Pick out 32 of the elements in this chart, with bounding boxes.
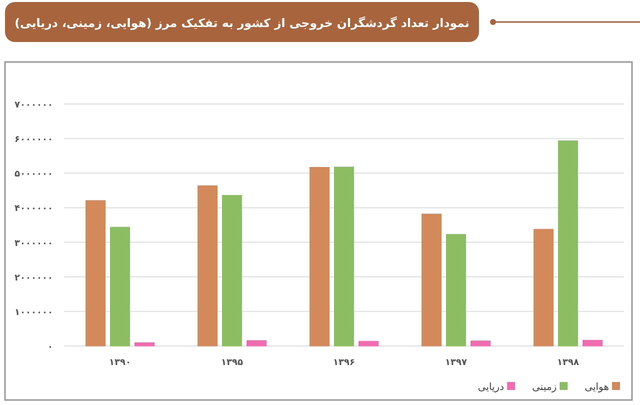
- bar: [310, 167, 330, 346]
- bar: [334, 166, 354, 346]
- bar: [222, 195, 242, 346]
- x-tick-label: ۱۳۹۵: [221, 358, 244, 368]
- bar: [134, 342, 154, 346]
- y-tick-label: ۲۰۰۰۰۰۰: [14, 273, 53, 284]
- y-tick-label: ۴۰۰۰۰۰۰: [14, 204, 53, 214]
- y-tick-label: ۷۰۰۰۰۰۰: [14, 100, 53, 110]
- bar: [534, 228, 554, 346]
- bar: [198, 185, 218, 346]
- y-tick-label: ۱۰۰۰۰۰۰: [14, 308, 53, 318]
- legend-label: هوایی: [584, 382, 609, 393]
- bar: [86, 200, 106, 346]
- legend-label: دریایی: [478, 382, 504, 393]
- bar: [582, 340, 602, 346]
- x-tick-label: ۱۳۹۷: [445, 358, 468, 368]
- y-tick-label: ۳۰۰۰۰۰۰: [14, 238, 53, 249]
- y-tick-label: ۰: [48, 342, 53, 352]
- bar: [470, 340, 490, 346]
- x-tick-label: ۱۳۹۰: [109, 358, 131, 368]
- bar: [110, 226, 130, 346]
- x-tick-label: ۱۳۹۸: [557, 358, 580, 368]
- chart-title: نمودار تعداد گردشگران خروجی از کشور به تفکیک مرز (هوایی، زمینی، دریایی): [14, 16, 470, 30]
- y-tick-label: ۶۰۰۰۰۰۰: [14, 135, 53, 146]
- bar: [422, 214, 442, 346]
- legend-label: زمینی: [532, 382, 557, 393]
- y-tick-label: ۵۰۰۰۰۰۰: [14, 170, 53, 180]
- bar: [358, 340, 378, 346]
- x-tick-label: ۱۳۹۶: [333, 358, 355, 368]
- bar: [446, 234, 466, 346]
- bar: [558, 140, 578, 346]
- bar: [246, 340, 266, 346]
